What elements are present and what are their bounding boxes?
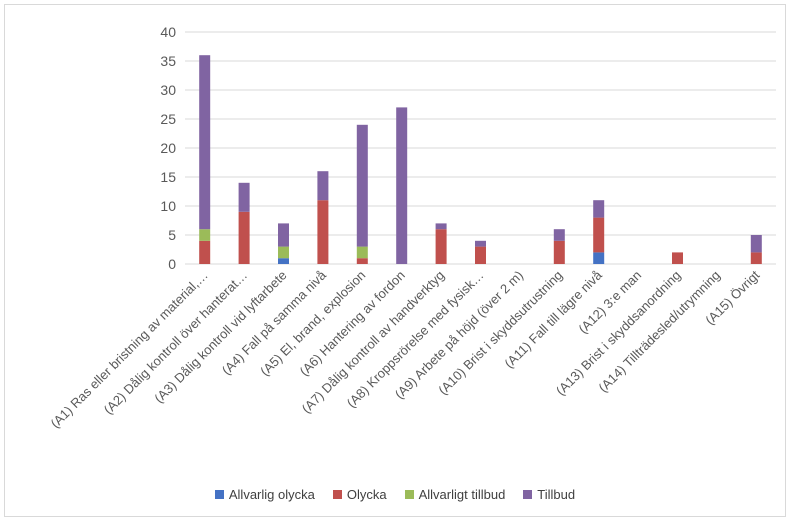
bars — [199, 55, 762, 265]
legend-label: Olycka — [346, 487, 387, 502]
bar-segment — [238, 211, 250, 264]
bar-segment — [396, 107, 408, 265]
x-tick-label: (A2) Dålig kontroll över hanterat… — [101, 268, 251, 418]
bar-segment — [278, 223, 289, 247]
bar-segment — [593, 200, 605, 218]
y-tick-label: 10 — [160, 198, 176, 214]
bar-segment — [435, 229, 447, 264]
bar-segment — [593, 252, 605, 264]
y-tick-label: 5 — [168, 227, 176, 243]
bar-segment — [199, 229, 211, 241]
legend-label: Allvarligt tillbud — [418, 487, 506, 502]
gridlines — [185, 31, 776, 265]
bar-segment — [750, 252, 762, 264]
bar-segment — [672, 252, 683, 264]
y-tick-label: 30 — [160, 82, 176, 98]
bar-segment — [199, 55, 211, 230]
bar-segment — [593, 217, 605, 253]
legend-swatch — [404, 490, 414, 499]
bar-segment — [475, 240, 486, 247]
bar-segment — [356, 258, 368, 264]
y-axis: 0 5 10 15 20 25 30 35 40 — [160, 24, 176, 272]
legend-label: Tillbud — [537, 487, 576, 502]
legend-item: Tillbud — [523, 487, 575, 502]
legend-item: Allvarligt tillbud — [404, 487, 506, 502]
legend-item: Allvarlig olycka — [214, 487, 315, 502]
bar-segment — [317, 171, 329, 201]
bar-segment — [278, 258, 289, 264]
legend-label: Allvarlig olycka — [228, 487, 315, 502]
y-tick-label: 25 — [160, 111, 176, 127]
y-tick-label: 15 — [160, 169, 176, 185]
legend-item: Olycka — [332, 487, 387, 502]
y-tick-label: 20 — [160, 140, 176, 156]
bar-segment — [750, 235, 762, 253]
bar-segment — [317, 200, 329, 264]
legend-swatch — [332, 490, 342, 499]
y-tick-label: 35 — [160, 53, 176, 69]
bar-segment — [238, 182, 250, 212]
legend-swatch — [523, 490, 533, 499]
x-tick-label: (A1) Ras eller bristning av material,… — [47, 268, 210, 431]
bar-segment — [199, 240, 211, 264]
legend-swatch — [214, 490, 224, 499]
bar-segment — [435, 223, 447, 230]
bar-segment — [356, 246, 368, 259]
bar-segment — [356, 124, 368, 247]
legend: Allvarlig olycka Olycka Allvarligt tillbud… — [0, 487, 790, 502]
bar-segment — [475, 246, 486, 264]
y-tick-label: 0 — [168, 256, 176, 272]
bar-segment — [278, 246, 289, 259]
bar-segment — [553, 229, 565, 241]
x-tick-label: (A7) Dålig kontroll av handverktyg — [299, 268, 448, 417]
y-tick-label: 40 — [160, 24, 176, 40]
bar-segment — [553, 240, 565, 264]
x-axis: (A1) Ras eller bristning av material,…(A… — [47, 267, 762, 431]
